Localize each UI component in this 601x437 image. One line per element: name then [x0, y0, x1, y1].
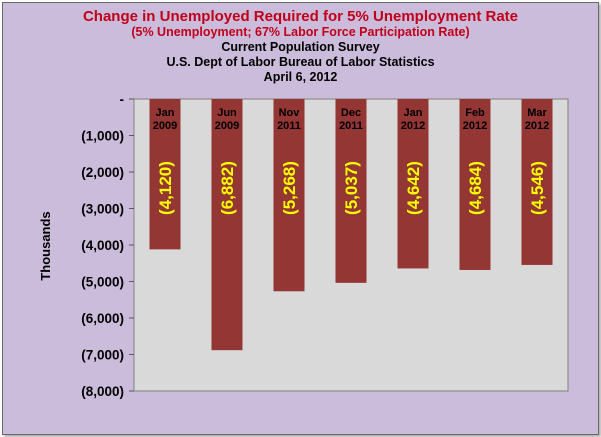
y-tick-label: (8,000)	[81, 384, 124, 399]
data-label: (4,546)	[528, 161, 547, 215]
x-tick-label: Jun	[217, 107, 237, 119]
data-label: (4,642)	[404, 161, 423, 215]
chart-subtitle: (5% Unemployment; 67% Labor Force Partic…	[131, 25, 470, 39]
bar	[459, 99, 491, 270]
x-tick-label-year: 2009	[153, 120, 177, 132]
source-line-agency: U.S. Dept of Labor Bureau of Labor Stati…	[166, 55, 435, 69]
y-tick-label: (6,000)	[81, 311, 124, 326]
data-label: (4,120)	[156, 161, 175, 215]
bar	[521, 99, 553, 265]
x-tick-label: Feb	[465, 107, 485, 119]
bar	[397, 99, 429, 269]
x-tick-label: Dec	[341, 107, 361, 119]
x-tick-label: Nov	[279, 107, 301, 119]
x-tick-label: Jan	[404, 107, 423, 119]
y-tick-label: (2,000)	[81, 165, 124, 180]
bar	[335, 99, 367, 283]
bar	[273, 99, 305, 292]
x-tick-label: Mar	[527, 107, 547, 119]
x-tick-label: Jan	[156, 107, 175, 119]
x-tick-label-year: 2012	[401, 120, 425, 132]
source-line-survey: Current Population Survey	[221, 40, 380, 54]
data-label: (4,684)	[466, 161, 485, 215]
x-tick-label-year: 2012	[463, 120, 487, 132]
y-tick-label: (3,000)	[81, 202, 124, 217]
x-tick-label-year: 2012	[525, 120, 549, 132]
x-tick-label-year: 2009	[215, 120, 239, 132]
x-tick-label-year: 2011	[339, 120, 363, 132]
bar	[211, 99, 243, 351]
bar	[149, 99, 181, 250]
y-tick-label: (5,000)	[81, 275, 124, 290]
y-tick-label: (1,000)	[81, 129, 124, 144]
y-tick-label: (7,000)	[81, 348, 124, 363]
x-tick-label-year: 2011	[277, 120, 301, 132]
y-tick-label: -	[120, 92, 125, 107]
source-line-date: April 6, 2012	[263, 70, 338, 84]
data-label: (5,037)	[342, 161, 361, 215]
data-label: (6,882)	[218, 161, 237, 215]
y-axis-label: Thousands	[38, 211, 53, 280]
y-tick-label: (4,000)	[81, 238, 124, 253]
data-label: (5,268)	[280, 161, 299, 215]
chart-title: Change in Unemployed Required for 5% Une…	[82, 8, 519, 25]
